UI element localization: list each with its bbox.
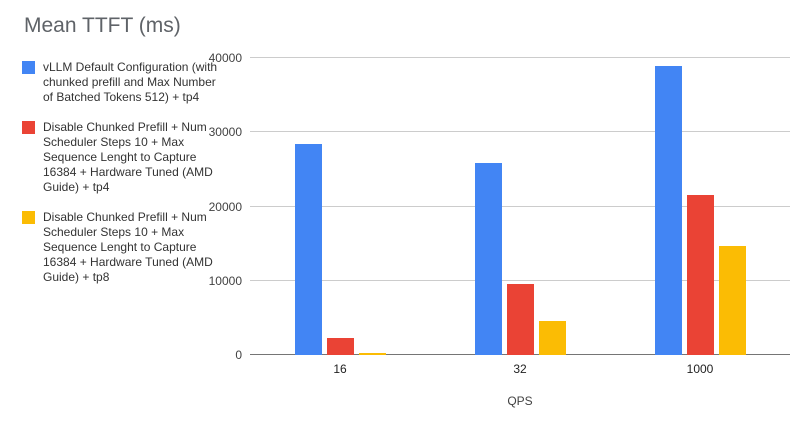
legend: vLLM Default Configuration (with chunked… xyxy=(22,60,222,300)
y-tick-label: 20000 xyxy=(208,199,242,214)
y-tick-label: 0 xyxy=(235,348,242,362)
bar-group-32 xyxy=(430,58,610,355)
x-tick-label-32: 32 xyxy=(513,362,527,376)
bar-series1-qps1000[interactable] xyxy=(654,66,682,355)
legend-swatch-icon xyxy=(22,61,35,74)
x-tick-label-16: 16 xyxy=(333,362,347,376)
bar-group-16 xyxy=(250,58,430,355)
bar-groups xyxy=(250,58,790,355)
x-axis-labels: 16 32 1000 xyxy=(250,362,790,376)
bar-series1-qps32[interactable] xyxy=(474,162,502,355)
bar-series3-qps16[interactable] xyxy=(358,353,386,355)
chart-title: Mean TTFT (ms) xyxy=(24,14,181,37)
y-tick-label: 10000 xyxy=(208,273,242,288)
bar-series2-qps1000[interactable] xyxy=(686,195,714,355)
bar-series1-qps16[interactable] xyxy=(294,144,322,355)
legend-item-3: Disable Chunked Prefill + Num Scheduler … xyxy=(22,210,222,285)
x-tick-label-1000: 1000 xyxy=(686,362,714,376)
bar-group-1000 xyxy=(610,58,790,355)
bar-series3-qps1000[interactable] xyxy=(718,245,746,355)
y-axis-labels: 0 10000 20000 30000 40000 xyxy=(190,51,242,362)
legend-item-2: Disable Chunked Prefill + Num Scheduler … xyxy=(22,120,222,195)
bar-series2-qps16[interactable] xyxy=(326,337,354,355)
gridline xyxy=(250,57,790,58)
legend-item-1: vLLM Default Configuration (with chunked… xyxy=(22,60,222,105)
gridline xyxy=(250,205,790,207)
plot-area xyxy=(250,57,790,355)
legend-label: Disable Chunked Prefill + Num Scheduler … xyxy=(43,210,213,284)
legend-label: vLLM Default Configuration (with chunked… xyxy=(43,60,218,104)
y-tick-label: 40000 xyxy=(208,51,242,65)
legend-label: Disable Chunked Prefill + Num Scheduler … xyxy=(43,120,213,194)
bar-series2-qps32[interactable] xyxy=(506,284,534,355)
legend-swatch-icon xyxy=(22,211,35,224)
y-tick-label: 30000 xyxy=(208,125,242,140)
gridline xyxy=(250,131,790,133)
x-axis-title: QPS xyxy=(507,394,533,408)
bar-series3-qps32[interactable] xyxy=(538,320,566,355)
legend-swatch-icon xyxy=(22,121,35,134)
gridline xyxy=(250,279,790,281)
